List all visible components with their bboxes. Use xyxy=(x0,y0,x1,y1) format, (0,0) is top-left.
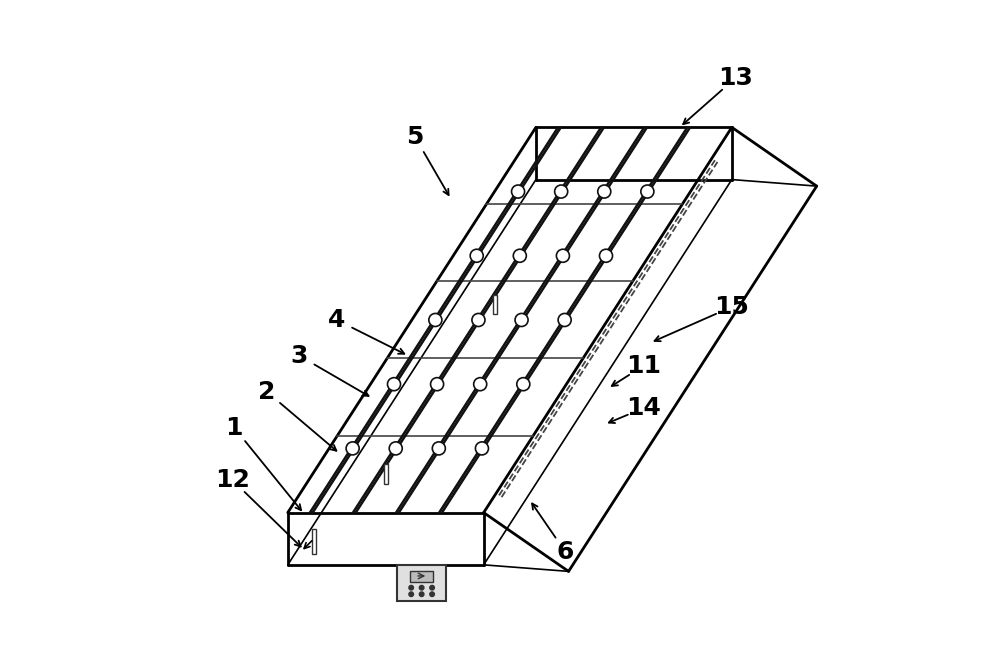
Text: 11: 11 xyxy=(626,354,661,377)
Circle shape xyxy=(474,377,487,390)
Circle shape xyxy=(599,249,613,263)
Text: 5: 5 xyxy=(406,125,424,149)
Text: 14: 14 xyxy=(626,396,661,420)
Text: 13: 13 xyxy=(718,67,753,90)
Circle shape xyxy=(515,313,528,326)
Circle shape xyxy=(470,249,483,263)
Text: 3: 3 xyxy=(291,344,308,368)
Bar xyxy=(493,295,497,314)
Text: 6: 6 xyxy=(557,540,574,564)
Bar xyxy=(410,571,433,582)
Circle shape xyxy=(387,377,401,390)
Circle shape xyxy=(598,185,611,198)
Circle shape xyxy=(641,185,654,198)
Text: 2: 2 xyxy=(258,380,276,404)
Text: 12: 12 xyxy=(215,468,250,492)
Circle shape xyxy=(389,442,402,455)
Circle shape xyxy=(555,185,568,198)
Circle shape xyxy=(513,249,526,263)
Circle shape xyxy=(430,592,434,597)
Circle shape xyxy=(429,313,442,326)
Circle shape xyxy=(346,442,359,455)
Bar xyxy=(384,464,388,484)
Circle shape xyxy=(475,442,488,455)
Circle shape xyxy=(472,313,485,326)
Text: 1: 1 xyxy=(225,416,243,439)
Circle shape xyxy=(419,592,424,597)
Circle shape xyxy=(430,585,434,590)
Bar xyxy=(312,529,316,554)
Circle shape xyxy=(556,249,569,263)
Circle shape xyxy=(419,585,424,590)
Text: 4: 4 xyxy=(328,308,345,332)
Text: 15: 15 xyxy=(714,295,749,319)
Bar xyxy=(397,565,446,601)
Circle shape xyxy=(431,377,444,390)
Circle shape xyxy=(517,377,530,390)
Circle shape xyxy=(558,313,571,326)
Circle shape xyxy=(409,592,413,597)
Circle shape xyxy=(409,585,413,590)
Circle shape xyxy=(432,442,445,455)
Circle shape xyxy=(512,185,525,198)
